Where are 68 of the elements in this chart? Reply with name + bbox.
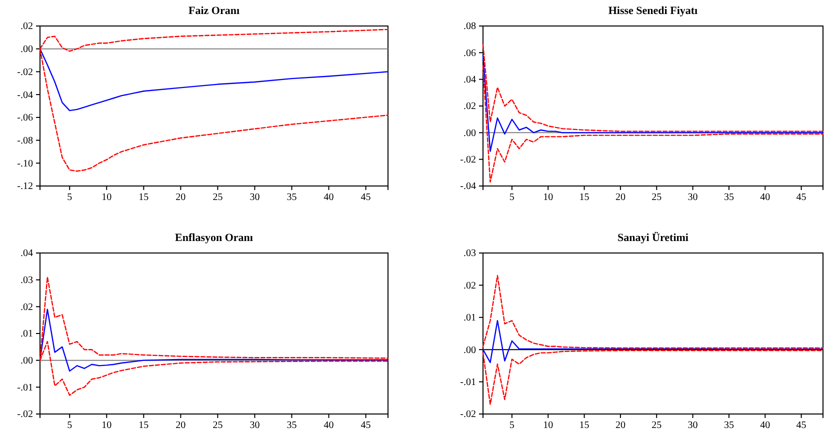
x-tick-label: 40 (760, 420, 770, 432)
y-tick-label: .01 (464, 312, 476, 324)
y-tick-label: .01 (20, 328, 33, 340)
y-tick-label: -.02 (17, 409, 33, 420)
x-tick-label: 10 (543, 420, 554, 432)
x-tick-label: 15 (579, 420, 590, 432)
x-tick-label: 45 (360, 420, 371, 432)
x-tick-label: 20 (176, 420, 186, 432)
x-tick-label: 15 (138, 420, 149, 432)
chart-title: Sanayi Üretimi (618, 231, 688, 244)
x-tick-label: 30 (250, 420, 260, 432)
x-tick-label: 25 (212, 420, 223, 432)
x-tick-label: 10 (102, 192, 112, 204)
y-tick-label: -.01 (17, 382, 33, 394)
x-tick-label: 15 (138, 192, 149, 204)
x-tick-label: 10 (543, 192, 554, 204)
x-tick-label: 40 (324, 420, 334, 432)
x-tick-label: 5 (67, 192, 72, 204)
x-tick-label: 45 (796, 420, 806, 432)
y-tick-label: .04 (464, 74, 476, 86)
y-tick-label: .06 (464, 48, 476, 59)
x-tick-label: 25 (212, 192, 223, 204)
y-tick-label: -.01 (460, 377, 476, 388)
chart-title: Faiz Oranı (188, 5, 240, 17)
y-tick-label: -.06 (17, 112, 33, 124)
x-tick-label: 35 (724, 420, 734, 432)
x-tick-label: 40 (760, 192, 770, 204)
y-tick-label: .04 (20, 248, 33, 260)
x-tick-label: 20 (176, 192, 186, 204)
y-tick-label: .00 (20, 44, 33, 56)
y-tick-label: -.12 (17, 181, 33, 192)
y-tick-label: .02 (20, 302, 33, 313)
y-tick-label: -.02 (460, 154, 476, 166)
x-tick-label: 40 (324, 192, 334, 204)
x-tick-label: 35 (286, 192, 297, 204)
x-tick-label: 35 (724, 192, 734, 204)
y-tick-label: .02 (20, 21, 33, 32)
x-tick-label: 10 (102, 420, 112, 432)
y-tick-label: -.04 (17, 90, 33, 101)
x-tick-label: 25 (652, 192, 662, 204)
y-tick-label: .02 (464, 101, 476, 112)
x-tick-label: 30 (688, 192, 698, 204)
y-tick-label: .00 (20, 356, 33, 367)
y-tick-label: .00 (464, 344, 476, 356)
x-tick-label: 20 (615, 420, 626, 432)
y-tick-label: .03 (464, 248, 476, 260)
y-tick-label: -.08 (17, 135, 33, 146)
y-tick-label: -.04 (460, 181, 476, 192)
y-tick-label: .00 (464, 128, 476, 139)
y-tick-label: -.10 (17, 158, 33, 170)
y-tick-label: -.02 (17, 66, 33, 78)
x-tick-label: 25 (652, 420, 662, 432)
x-tick-label: 5 (509, 192, 514, 204)
x-tick-label: 5 (509, 420, 514, 432)
x-tick-label: 30 (688, 420, 698, 432)
y-tick-label: .03 (20, 275, 33, 286)
x-tick-label: 30 (250, 192, 260, 204)
y-tick-label: .08 (464, 21, 476, 32)
y-tick-label: .02 (464, 280, 476, 292)
x-tick-label: 5 (67, 420, 72, 432)
chart-title: Hisse Senedi Fiyatı (608, 5, 698, 17)
chart-title: Enflasyon Oranı (175, 232, 253, 244)
x-tick-label: 45 (796, 192, 806, 204)
x-tick-label: 35 (286, 420, 297, 432)
x-tick-label: 20 (615, 192, 626, 204)
x-tick-label: 45 (360, 192, 371, 204)
y-tick-label: -.02 (460, 409, 476, 420)
x-tick-label: 15 (579, 192, 590, 204)
